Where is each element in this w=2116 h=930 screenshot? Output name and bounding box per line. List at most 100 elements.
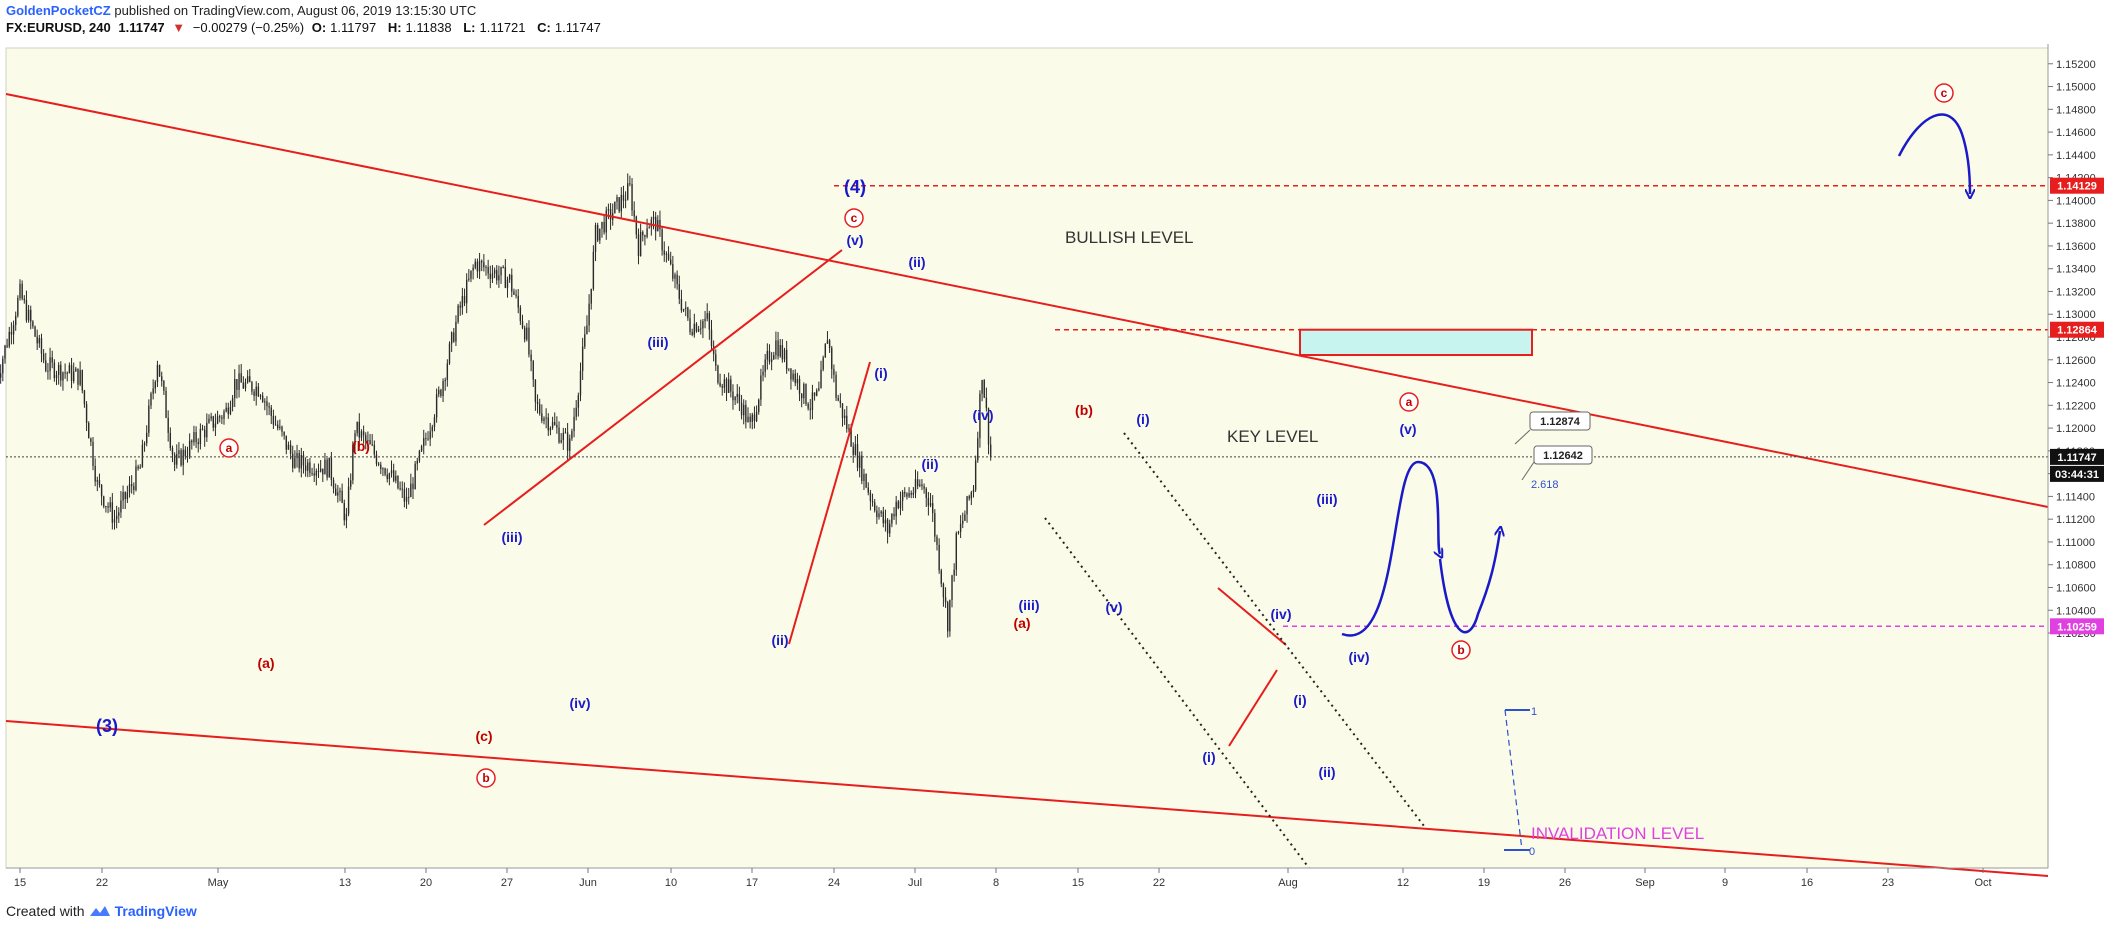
candle-body xyxy=(62,372,64,381)
wave-label-blue: (ii) xyxy=(1318,764,1335,780)
candle-body xyxy=(562,432,565,441)
price-change: −0.00279 (−0.25%) xyxy=(192,20,305,35)
candle-body xyxy=(274,424,277,426)
candle-body xyxy=(751,414,753,422)
candle-body xyxy=(800,393,803,399)
candle-body xyxy=(594,225,597,252)
candle-body xyxy=(330,457,333,480)
candle-body xyxy=(440,389,442,396)
candle-body xyxy=(234,379,236,399)
candle-body xyxy=(474,261,476,268)
wave-label-blue: (v) xyxy=(1399,421,1416,437)
candle-body xyxy=(987,408,990,445)
circled-label: c xyxy=(851,211,858,225)
callout-lower: 1.12642 xyxy=(1521,445,1593,481)
candle-body xyxy=(455,321,457,342)
candle-body xyxy=(712,346,715,355)
candle-body xyxy=(989,444,992,457)
candle-body xyxy=(57,364,60,375)
x-tick-label: 8 xyxy=(993,877,999,889)
candle-body xyxy=(453,332,455,342)
wave-label-red: (c) xyxy=(475,728,492,744)
ohlc-close: C: 1.11747 xyxy=(537,20,601,35)
candle-body xyxy=(949,599,951,632)
candle-body xyxy=(891,513,893,524)
candle-body xyxy=(489,273,492,279)
candle-body xyxy=(895,501,897,517)
candle-body xyxy=(425,438,427,440)
candle-body xyxy=(373,444,376,455)
candle-body xyxy=(659,219,661,230)
candle-body xyxy=(695,323,698,332)
candle-body xyxy=(846,415,848,429)
candle-body xyxy=(100,484,103,497)
candle-body xyxy=(513,291,515,295)
candle-body xyxy=(629,183,631,185)
candle-body xyxy=(427,438,429,440)
invalidation-level-label: INVALIDATION LEVEL xyxy=(1531,824,1704,843)
wave-label-blue: (i) xyxy=(1202,749,1215,765)
candle-body xyxy=(650,219,653,228)
candle-body xyxy=(807,403,809,409)
wave-label-blue: (ii) xyxy=(921,456,938,472)
candle-body xyxy=(223,411,225,419)
y-tick-label: 1.14000 xyxy=(2056,195,2096,207)
y-tick-label: 1.12400 xyxy=(2056,378,2096,390)
candle-body xyxy=(614,201,616,214)
candle-body xyxy=(813,392,816,396)
candle-body xyxy=(259,395,262,397)
candle-body xyxy=(25,300,28,321)
candle-body xyxy=(72,371,75,382)
candle-body xyxy=(687,307,689,319)
candle-body xyxy=(715,354,717,366)
candle-body xyxy=(304,465,307,471)
plot-background xyxy=(5,47,2049,869)
candle-body xyxy=(15,315,17,326)
candle-body xyxy=(794,373,796,384)
candle-body xyxy=(661,229,663,251)
candle-body xyxy=(390,470,393,474)
candle-body xyxy=(287,444,290,450)
candle-body xyxy=(654,216,657,232)
candle-body xyxy=(450,332,453,344)
candle-body xyxy=(577,395,580,408)
candle-body xyxy=(126,492,129,500)
candle-body xyxy=(916,479,919,487)
candle-body xyxy=(783,349,786,360)
candle-body xyxy=(863,473,865,481)
candle-body xyxy=(820,369,822,389)
projection-wave-c xyxy=(1897,113,1970,194)
candle-body xyxy=(465,279,468,304)
candle-body xyxy=(904,492,906,494)
circled-label-ring xyxy=(476,768,496,788)
candle-body xyxy=(49,357,51,371)
candle-body xyxy=(401,488,403,490)
candle-body xyxy=(740,402,743,416)
candle-body xyxy=(964,514,966,521)
time-axis[interactable]: 15 22 May 13 20 27 Jun 10 17 24 Jul 8 15 22 Aug 12 19 26 S… xyxy=(6,867,2048,889)
candle-body xyxy=(242,382,245,389)
candle-body xyxy=(38,338,41,344)
candle-body xyxy=(575,407,577,417)
candle-body xyxy=(504,267,507,288)
candle-body xyxy=(300,454,303,469)
x-tick-label: 22 xyxy=(96,877,108,889)
footer-brand[interactable]: TradingView xyxy=(114,903,197,919)
candle-body xyxy=(566,432,569,451)
candle-body xyxy=(195,432,197,443)
author-name[interactable]: GoldenPocketCZ xyxy=(6,3,111,18)
candle-body xyxy=(852,446,854,455)
wave-label-red: (b) xyxy=(352,438,370,454)
candle-body xyxy=(972,489,975,493)
candle-body xyxy=(221,417,223,419)
candle-body xyxy=(532,361,534,380)
candle-body xyxy=(511,274,513,292)
candle-body xyxy=(723,379,726,388)
candle-body xyxy=(953,569,955,576)
candle-body xyxy=(897,501,900,509)
wave-label-red: (a) xyxy=(257,655,274,671)
dotted-channel-lower xyxy=(1044,517,1310,869)
candle-body xyxy=(727,379,730,393)
invalidation-price-tag-bg xyxy=(2050,618,2104,635)
